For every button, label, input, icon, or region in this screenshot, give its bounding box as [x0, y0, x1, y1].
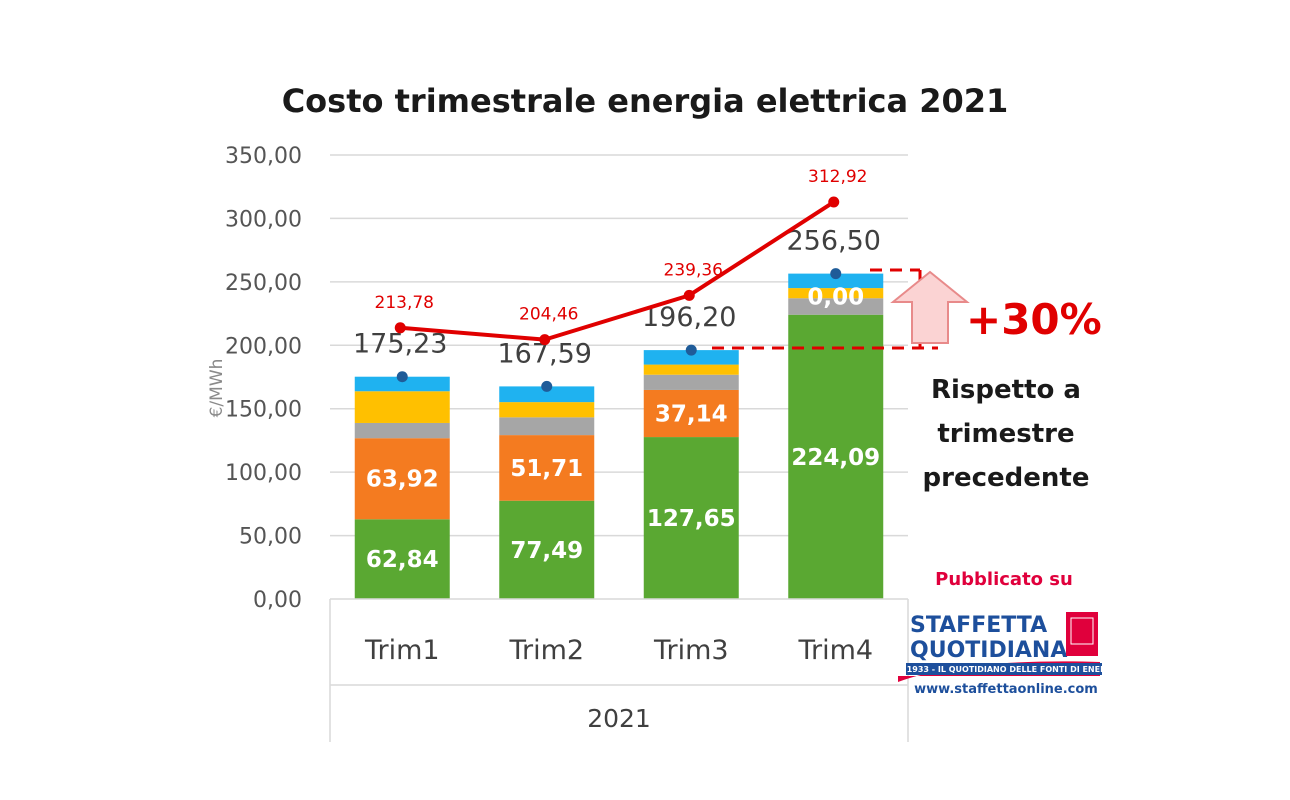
total-marker [830, 268, 842, 280]
up-arrow-icon [890, 270, 970, 344]
bar-segment [354, 376, 450, 392]
y-tick-label: 300,00 [225, 207, 302, 232]
y-axis-ticks: 0,00 50,00 100,00 150,00 200,00 250,00 300,00 3… [225, 144, 302, 613]
logo-tagline-bar [906, 663, 1102, 675]
segment-value-label: 224,09 [791, 445, 880, 471]
x-axis-group-label: 2021 [587, 704, 651, 733]
bar-segment [643, 374, 739, 390]
line-value-label: 213,78 [375, 293, 434, 313]
bar-segment [788, 273, 884, 289]
bar-segment [354, 438, 450, 520]
line-marker [828, 196, 840, 208]
bar-segment [354, 422, 450, 439]
y-tick-label: 50,00 [239, 525, 302, 550]
category-labels: Trim1 Trim2 Trim3 Trim4 [364, 635, 873, 666]
logo-name-line2: QUOTIDIANA [910, 638, 1067, 663]
y-axis-label: €/MWh [207, 359, 227, 418]
line-marker [683, 289, 695, 301]
line-series: 213,78 204,46 239,36 312,92 [375, 167, 867, 346]
segment-value-label: 0,00 [807, 285, 864, 311]
segment-value-label: 63,92 [366, 467, 439, 493]
note-line-1: Rispetto a [931, 375, 1081, 405]
bar-segment [499, 402, 595, 418]
y-tick-label: 250,00 [225, 271, 302, 296]
bar-segment [788, 314, 884, 599]
publication-badge[interactable]: Pubblicato su STAFFETTA QUOTIDIANA DAL 1… [886, 569, 1123, 697]
bar-segment [499, 386, 595, 403]
logo-name-line1: STAFFETTA [910, 613, 1047, 638]
line-value-label: 239,36 [664, 260, 723, 280]
bar-segment [354, 391, 450, 423]
line-value-label: 204,46 [519, 305, 578, 325]
total-value-label: 175,23 [353, 329, 447, 360]
y-tick-label: 350,00 [225, 144, 302, 169]
bar-segment [643, 437, 739, 599]
chart-title: Costo trimestrale energia elettrica 2021 [282, 82, 1009, 120]
category-label: Trim2 [508, 635, 584, 666]
segment-labels: 62,84 63,92 77,49 51,71 127,65 37,14 224,09 0,0… [366, 285, 880, 573]
total-marker [685, 344, 697, 356]
line-marker [394, 322, 406, 334]
bar-segment [643, 389, 739, 438]
y-tick-label: 200,00 [225, 334, 302, 359]
logo-url[interactable]: www.staffettaonline.com [914, 682, 1098, 697]
line-marker [539, 334, 551, 346]
segment-value-label: 62,84 [366, 547, 439, 573]
bar-segment [788, 298, 884, 315]
total-marker [396, 371, 408, 383]
category-label: Trim3 [653, 635, 729, 666]
bar-segment [499, 417, 595, 436]
y-tick-label: 150,00 [225, 398, 302, 423]
bar-segment [643, 364, 739, 375]
y-tick-label: 100,00 [225, 461, 302, 486]
published-on-label: Pubblicato su [935, 569, 1073, 590]
bar-segment [788, 288, 884, 299]
total-marker [541, 380, 553, 392]
segment-value-label: 51,71 [510, 456, 583, 482]
line-path [400, 200, 835, 342]
note-line-2: trimestre [937, 419, 1074, 449]
category-label: Trim4 [797, 635, 873, 666]
percent-increase: +30% [966, 295, 1102, 344]
bar-segment [499, 435, 595, 501]
bar-segment [354, 519, 450, 599]
total-value-label: 256,50 [787, 226, 881, 257]
bars [354, 273, 884, 599]
y-tick-label: 0,00 [253, 588, 302, 613]
total-value-label: 196,20 [642, 302, 736, 333]
bar-segment [643, 350, 739, 365]
line-value-label: 312,92 [808, 167, 867, 187]
note-line-3: precedente [923, 463, 1090, 493]
segment-value-label: 77,49 [510, 538, 583, 564]
logo-tagline: DAL 1933 - IL QUOTIDIANO DELLE FONTI DI … [886, 665, 1123, 674]
bar-segment [499, 500, 595, 599]
segment-value-label: 37,14 [655, 402, 728, 428]
increase-annotation: +30% Rispetto a trimestre precedente [712, 268, 1102, 493]
category-label: Trim1 [364, 635, 440, 666]
logo-emblem-inner [1070, 617, 1094, 645]
staffetta-logo: STAFFETTA QUOTIDIANA DAL 1933 - IL QUOTI… [886, 612, 1123, 697]
segment-value-label: 127,65 [647, 506, 736, 532]
